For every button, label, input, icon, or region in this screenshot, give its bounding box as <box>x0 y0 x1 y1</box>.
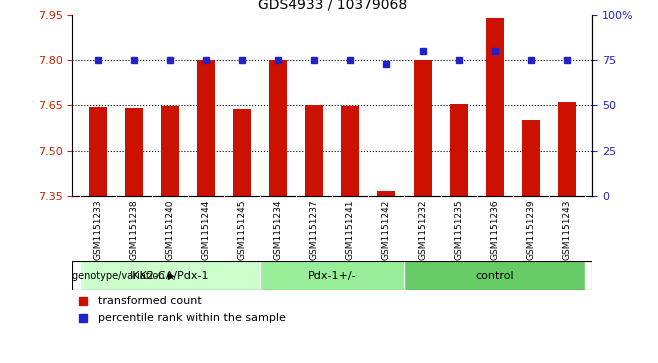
Bar <box>342 106 359 196</box>
Bar <box>260 261 405 290</box>
Bar <box>413 60 432 196</box>
Bar <box>125 108 143 196</box>
Text: genotype/variation ▶: genotype/variation ▶ <box>72 271 176 281</box>
Text: GSM1151242: GSM1151242 <box>382 199 391 260</box>
Bar <box>269 60 287 196</box>
Bar <box>305 105 323 196</box>
Text: GSM1151235: GSM1151235 <box>454 199 463 260</box>
Bar <box>161 106 179 196</box>
Text: GSM1151236: GSM1151236 <box>490 199 499 260</box>
Text: transformed count: transformed count <box>99 295 202 306</box>
Text: GSM1151244: GSM1151244 <box>201 199 211 260</box>
Title: GDS4933 / 10379068: GDS4933 / 10379068 <box>258 0 407 12</box>
Text: GSM1151238: GSM1151238 <box>129 199 138 260</box>
Bar <box>197 60 215 196</box>
Text: GSM1151233: GSM1151233 <box>93 199 102 260</box>
Text: GSM1151240: GSM1151240 <box>165 199 174 260</box>
Text: GSM1151234: GSM1151234 <box>274 199 283 260</box>
Text: IKK2-CA/Pdx-1: IKK2-CA/Pdx-1 <box>130 271 210 281</box>
Bar <box>89 107 107 196</box>
Text: GSM1151232: GSM1151232 <box>418 199 427 260</box>
Text: GSM1151245: GSM1151245 <box>238 199 247 260</box>
Text: GSM1151241: GSM1151241 <box>346 199 355 260</box>
Bar <box>449 104 468 196</box>
Text: GSM1151239: GSM1151239 <box>526 199 536 260</box>
Text: GSM1151237: GSM1151237 <box>310 199 318 260</box>
Bar <box>233 109 251 196</box>
Bar <box>486 19 504 196</box>
Text: control: control <box>476 271 514 281</box>
Text: percentile rank within the sample: percentile rank within the sample <box>99 313 286 323</box>
Bar <box>378 192 395 196</box>
Bar <box>405 261 585 290</box>
Bar <box>80 261 260 290</box>
Bar <box>522 121 540 196</box>
Text: Pdx-1+/-: Pdx-1+/- <box>308 271 357 281</box>
Text: GSM1151243: GSM1151243 <box>563 199 571 260</box>
Bar <box>558 102 576 196</box>
